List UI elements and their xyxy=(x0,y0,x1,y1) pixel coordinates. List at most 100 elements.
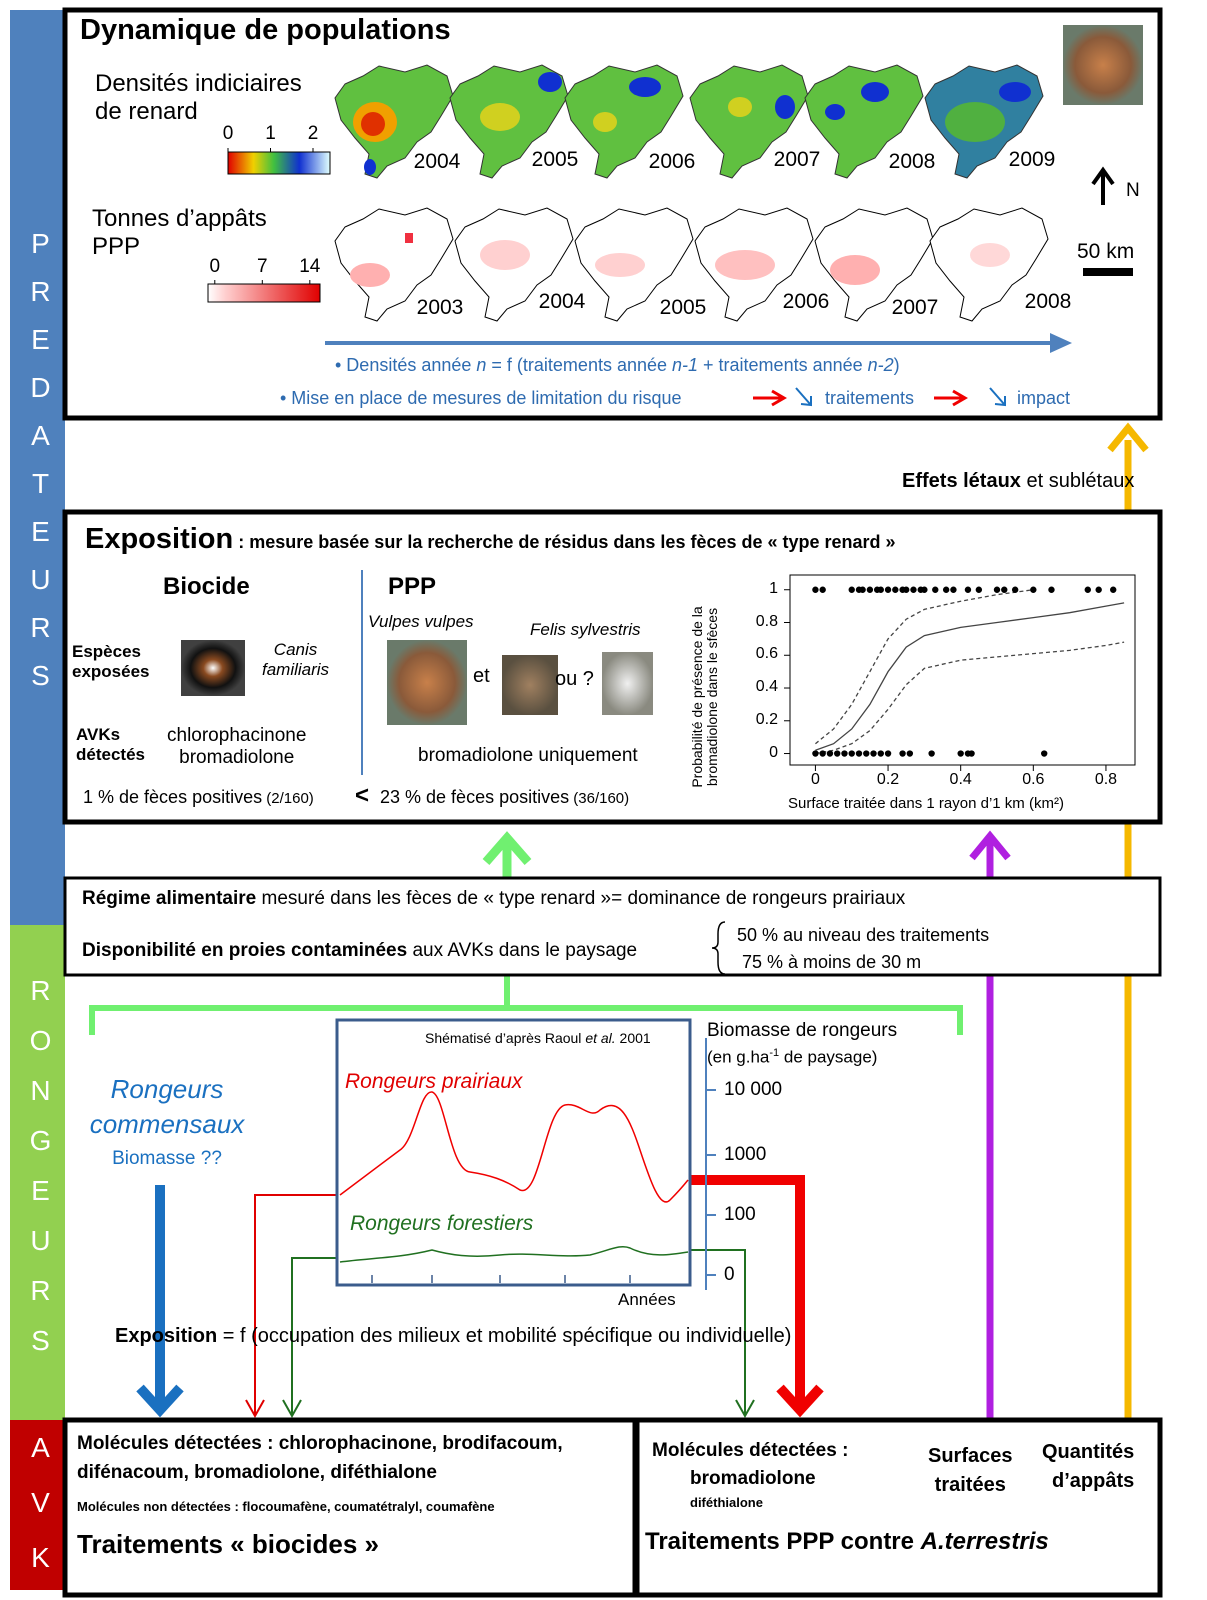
year-label: 2006 xyxy=(782,290,830,313)
source: Shématisé d’après Raoul et al. 2001 xyxy=(425,1030,651,1046)
risk-text: • Mise en place de mesures de limitation… xyxy=(280,388,682,408)
point xyxy=(870,750,877,757)
point xyxy=(1030,586,1037,593)
species: Felis sylvestris xyxy=(530,620,641,639)
species: Vulpes vulpes xyxy=(368,612,474,631)
year-label: 2007 xyxy=(891,296,939,319)
point xyxy=(910,586,917,593)
point xyxy=(899,750,906,757)
exposition-formula: Exposition = f (occupation des milieux e… xyxy=(115,1325,792,1347)
y-tick-label: 0.6 xyxy=(755,645,778,663)
prairie-label: Rongeurs prairiaux xyxy=(345,1070,523,1093)
point xyxy=(906,750,914,757)
axis-unit: (en g.ha-1 de paysage) xyxy=(707,1047,878,1067)
brace-item: 75 % à moins de 30 m xyxy=(742,952,922,972)
x-tick-label: 0.2 xyxy=(876,771,900,788)
scale-tick-label: 0 xyxy=(209,256,221,277)
x-tick-label: 0.8 xyxy=(1094,771,1118,788)
point xyxy=(942,586,950,593)
forest-label: Rongeurs forestiers xyxy=(350,1212,534,1235)
year-label: 2008 xyxy=(1024,290,1072,313)
criterion: Surfaces traitées xyxy=(928,1445,1013,1496)
point xyxy=(826,750,834,757)
y-tick-label: 0.2 xyxy=(755,710,778,728)
year-label: 2009 xyxy=(1008,148,1056,171)
point xyxy=(819,586,826,593)
point xyxy=(863,750,870,757)
y-tick-label: 0 xyxy=(724,1264,735,1285)
fit-curve xyxy=(815,641,1125,755)
model-text: • Densités année n = f (traitements anné… xyxy=(335,355,900,375)
y-axis-label: Probabilité de présence de la bromadiolo… xyxy=(689,606,721,788)
point xyxy=(1084,586,1091,593)
y-tick-label: 100 xyxy=(724,1204,756,1225)
biocides-box xyxy=(62,1417,638,1598)
label: ou ? xyxy=(555,668,594,690)
risk-text: impact xyxy=(1017,388,1071,408)
scale-bar xyxy=(1083,268,1133,276)
density-maps xyxy=(334,64,1044,179)
time-arrowhead xyxy=(1050,333,1072,353)
point xyxy=(932,586,939,593)
x-tick-label: 0.4 xyxy=(949,771,972,788)
box-title: Traitements PPP contre A.terrestris xyxy=(645,1528,1049,1555)
box-title: Traitements « biocides » xyxy=(77,1529,380,1559)
north-label: N xyxy=(1126,180,1140,201)
side-label: PREDATEURS xyxy=(25,228,56,708)
point xyxy=(964,586,972,593)
year-label: 2006 xyxy=(648,150,696,173)
axis-title: Biomasse de rongeurs xyxy=(707,1020,898,1041)
label: Densités indiciaires de renard xyxy=(95,70,302,125)
bait-maps xyxy=(334,207,1049,322)
header: Biocide xyxy=(163,573,250,600)
y-tick-label: 0.8 xyxy=(755,612,778,630)
avk-bar xyxy=(10,1420,65,1590)
point xyxy=(1095,586,1102,593)
fox-photo xyxy=(1063,25,1143,105)
year-label: 2005 xyxy=(531,148,579,171)
y-tick-label: 1000 xyxy=(724,1144,767,1165)
year-label: 2005 xyxy=(659,296,707,319)
x-axis-label: Surface traitée dans 1 rayon d’1 km (km²… xyxy=(788,795,1064,812)
brace xyxy=(711,921,726,975)
molecule: diféthialone xyxy=(690,1495,763,1510)
year-ticks xyxy=(371,1275,631,1283)
point xyxy=(866,586,874,593)
point xyxy=(1048,586,1055,593)
y-tick-label: 0.4 xyxy=(755,678,778,696)
point xyxy=(848,750,855,757)
commensal-label: Rongeurs commensaux xyxy=(89,1074,245,1140)
prairie-curve xyxy=(339,1091,689,1203)
point xyxy=(834,750,841,757)
header: PPP xyxy=(388,573,437,600)
point xyxy=(884,586,892,593)
diet-text: Régime alimentaire mesuré dans les fèces… xyxy=(82,888,906,909)
diet-box xyxy=(63,876,1162,977)
point xyxy=(957,750,964,757)
plot-frame xyxy=(789,574,1136,766)
effects-label: Effets létaux et sublétaux xyxy=(902,470,1135,492)
fit-curve xyxy=(815,589,1034,745)
x-tick-label: 0 xyxy=(810,771,820,788)
point xyxy=(855,750,863,757)
point xyxy=(841,750,848,757)
point xyxy=(859,586,866,593)
point xyxy=(1110,586,1117,593)
point xyxy=(877,750,884,757)
x-axis-label: Années xyxy=(618,1290,676,1309)
point xyxy=(1011,586,1019,593)
point xyxy=(993,586,1001,593)
prey-text: Disponibilité en proies contaminées aux … xyxy=(82,940,638,961)
schematic-frame xyxy=(335,1018,692,1287)
brace-item: 50 % au niveau des traitements xyxy=(737,925,990,945)
label: Tonnes d’appâts PPP xyxy=(92,205,267,260)
side-label: RONGEURS xyxy=(25,975,56,1375)
point xyxy=(975,586,983,593)
risk-arrows xyxy=(753,387,1006,407)
cat-photo xyxy=(602,652,653,715)
fox-photo-2 xyxy=(387,640,467,725)
predators-bar xyxy=(10,10,65,925)
molecule: bromadiolone xyxy=(690,1468,816,1489)
